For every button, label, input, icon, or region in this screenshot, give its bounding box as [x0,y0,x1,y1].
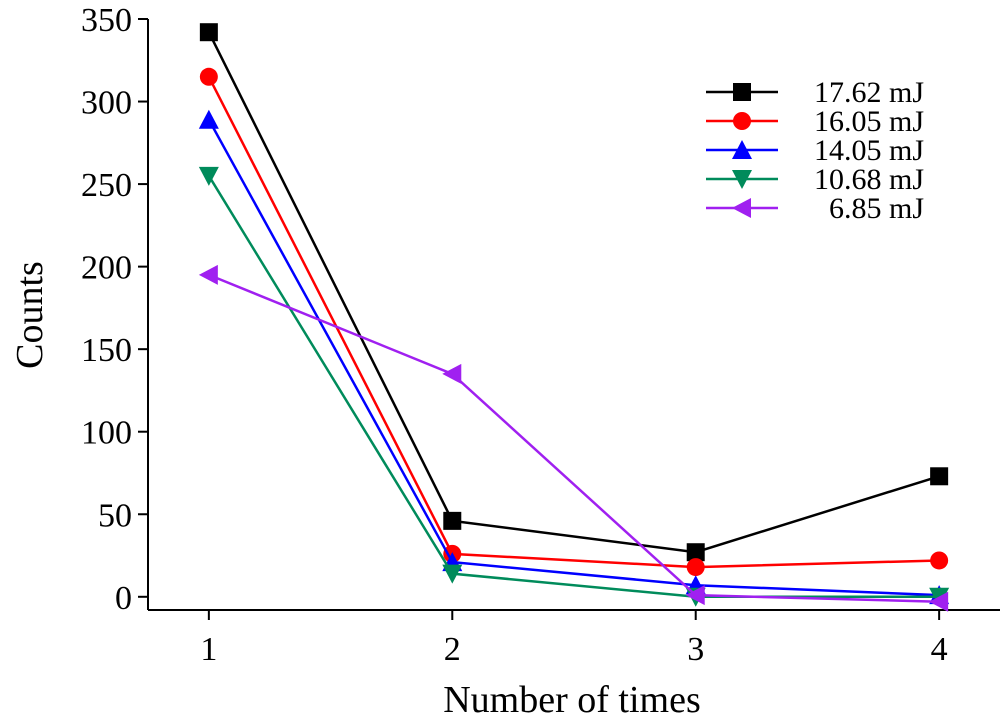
series-line [208,273,940,603]
data-point [199,67,218,86]
x-axis-title: Number of times [443,679,701,721]
y-tick-label: 200 [81,250,132,287]
y-tick-label: 300 [81,85,132,122]
data-point [442,363,462,384]
y-axis-title: Counts [9,261,51,369]
x-tick-label: 2 [444,631,461,668]
y-tick-label: 250 [81,167,132,204]
data-point [198,109,219,129]
x-tick-label: 3 [687,631,704,668]
legend-label: 17.62 mJ [814,76,924,109]
y-tick-label: 350 [81,2,132,39]
data-point [199,23,218,42]
x-tick-label: 1 [200,631,217,668]
legend-label: 6.85 mJ [829,192,924,225]
data-point [686,543,705,562]
series-group [199,23,949,562]
series-group [198,166,950,607]
legend-item: 6.85 mJ [706,192,924,225]
data-point [443,511,462,530]
data-point [685,585,705,606]
legend-marker [733,112,751,130]
legend-label: 16.05 mJ [814,105,924,138]
data-point [198,264,218,285]
data-point [686,558,705,577]
legend-marker [732,198,751,218]
y-tick-label: 50 [98,497,132,534]
series-line [207,119,940,597]
legend-item: 16.05 mJ [706,105,924,138]
legend-marker [732,170,752,189]
y-tick-label: 150 [81,332,132,369]
legend-marker [733,83,751,101]
data-point [198,166,219,186]
series-line [207,175,940,599]
y-ticks: 0 50 100 150 200 250 300 350 [81,2,148,617]
data-point [929,591,949,612]
axes [147,19,1000,611]
legend-item: 10.68 mJ [706,163,924,196]
series-layer [198,23,950,612]
data-point [442,564,463,584]
data-point [930,551,949,570]
legend-label: 10.68 mJ [814,163,924,196]
y-tick-label: 0 [115,580,132,617]
legend-marker [732,140,752,159]
legend-item: 17.62 mJ [706,76,924,109]
series-line [207,31,940,554]
series-line [207,76,940,569]
y-tick-label: 100 [81,415,132,452]
x-ticks: 1 2 3 4 [200,610,948,668]
legend-label: 14.05 mJ [814,134,924,167]
series-group [198,264,949,612]
x-tick-label: 4 [931,631,948,668]
legend-item: 14.05 mJ [706,134,924,167]
data-point [930,467,949,486]
